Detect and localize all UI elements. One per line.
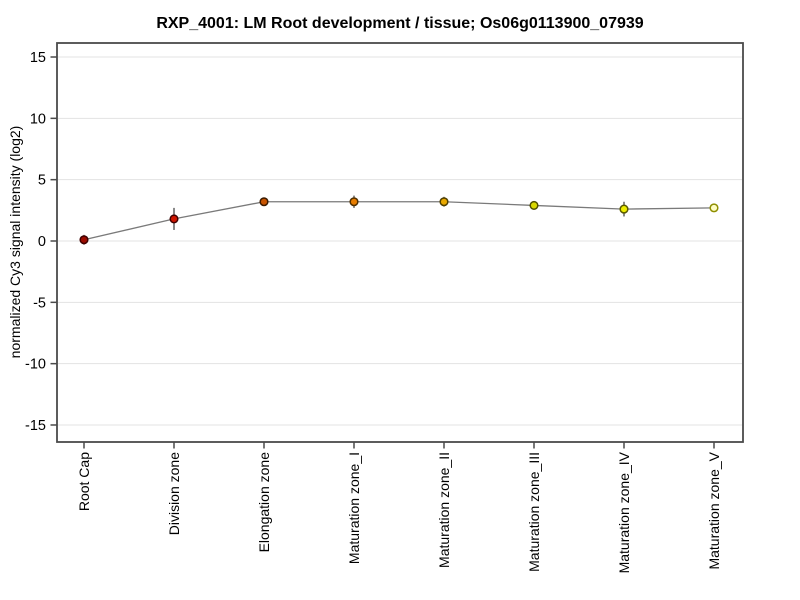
tick-layer: 15 10 5 0 -5 -10 -15 Root Cap Division zone Elong… <box>25 50 722 573</box>
y-tick-label: 5 <box>38 173 46 189</box>
y-tick-label: -5 <box>33 295 46 311</box>
series-layer <box>79 195 719 245</box>
data-point <box>619 204 629 214</box>
x-category-label: Maturation zone_III <box>526 452 542 572</box>
x-category-label: Maturation zone_V <box>706 451 722 569</box>
chart-title: RXP_4001: LM Root development / tissue; … <box>156 15 643 32</box>
data-point <box>529 200 539 210</box>
data-point <box>709 203 719 213</box>
y-tick-label: 15 <box>30 50 46 66</box>
data-point <box>439 197 449 207</box>
y-tick-label: 10 <box>30 111 46 127</box>
x-category-label: Maturation zone_II <box>436 452 452 568</box>
x-category-label: Division zone <box>166 452 182 535</box>
y-tick-label: -10 <box>25 357 46 373</box>
x-category-label: Maturation zone_IV <box>616 451 632 573</box>
gridline-layer <box>58 56 742 426</box>
data-point <box>169 214 179 224</box>
data-point <box>259 197 269 207</box>
y-axis-label: normalized Cy3 signal intensity (log2) <box>7 126 23 359</box>
x-category-label: Maturation zone_I <box>346 452 362 564</box>
x-category-label: Root Cap <box>76 452 92 511</box>
y-tick-label: -15 <box>25 418 46 434</box>
y-tick-label: 0 <box>38 234 46 250</box>
x-category-label: Elongation zone <box>256 452 272 553</box>
plot-border <box>56 42 744 443</box>
series-line <box>83 201 715 241</box>
data-point <box>79 235 89 245</box>
data-point <box>349 197 359 207</box>
